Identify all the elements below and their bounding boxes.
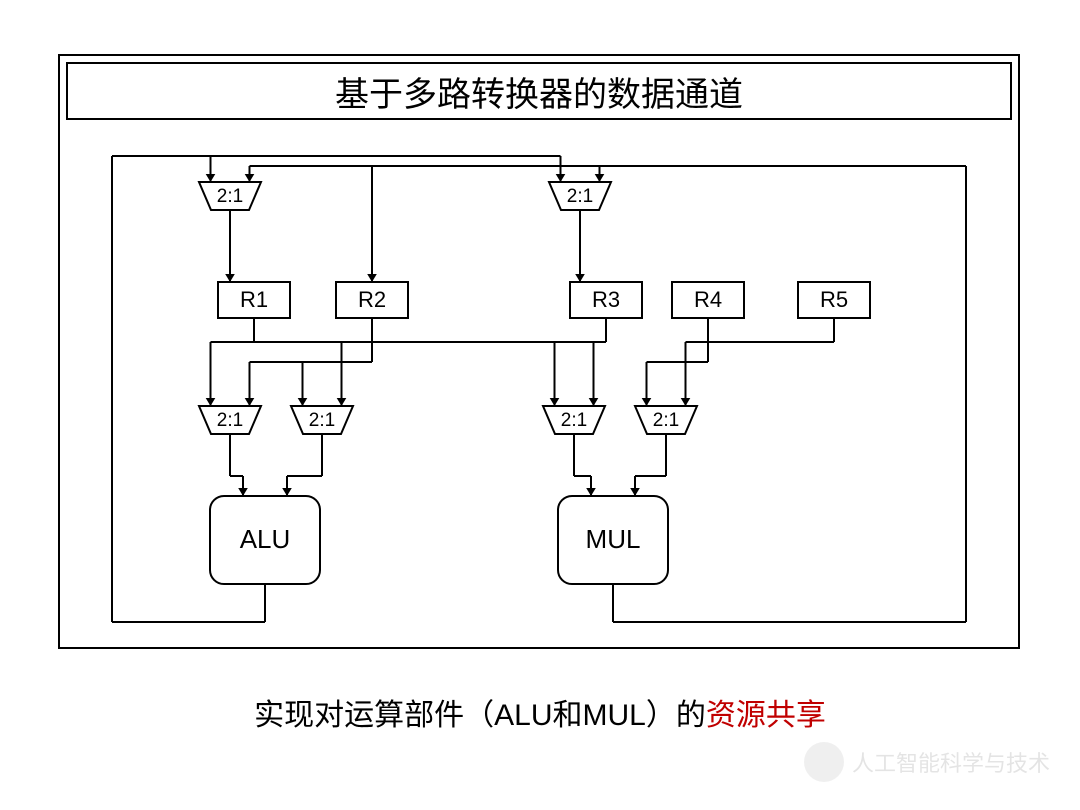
svg-text:MUL: MUL: [586, 524, 641, 554]
caption-part2: 资源共享: [706, 699, 826, 732]
watermark-text: 人工智能科学与技术: [852, 746, 1050, 778]
svg-text:2:1: 2:1: [653, 410, 679, 431]
svg-text:2:1: 2:1: [217, 186, 243, 207]
svg-text:2:1: 2:1: [309, 410, 335, 431]
svg-text:R2: R2: [358, 287, 386, 312]
svg-text:2:1: 2:1: [217, 410, 243, 431]
svg-text:2:1: 2:1: [561, 410, 587, 431]
svg-text:R4: R4: [694, 287, 722, 312]
title-box: 基于多路转换器的数据通道: [66, 62, 1012, 120]
watermark: 人工智能科学与技术: [804, 742, 1050, 782]
title-text: 基于多路转换器的数据通道: [335, 67, 743, 116]
svg-text:2:1: 2:1: [567, 186, 593, 207]
watermark-logo: [804, 742, 844, 782]
svg-text:ALU: ALU: [240, 524, 291, 554]
svg-text:R1: R1: [240, 287, 268, 312]
svg-text:R3: R3: [592, 287, 620, 312]
datapath-diagram: 2:1 2:1 R1 R2 R3 R4 R5 2:1 2:1 2:1 2:1 ALU MUL: [58, 134, 1020, 649]
caption: 实现对运算部件（ALU和MUL）的资源共享: [0, 690, 1080, 734]
svg-text:R5: R5: [820, 287, 848, 312]
caption-part1: 实现对运算部件（ALU和MUL）的: [254, 699, 706, 732]
